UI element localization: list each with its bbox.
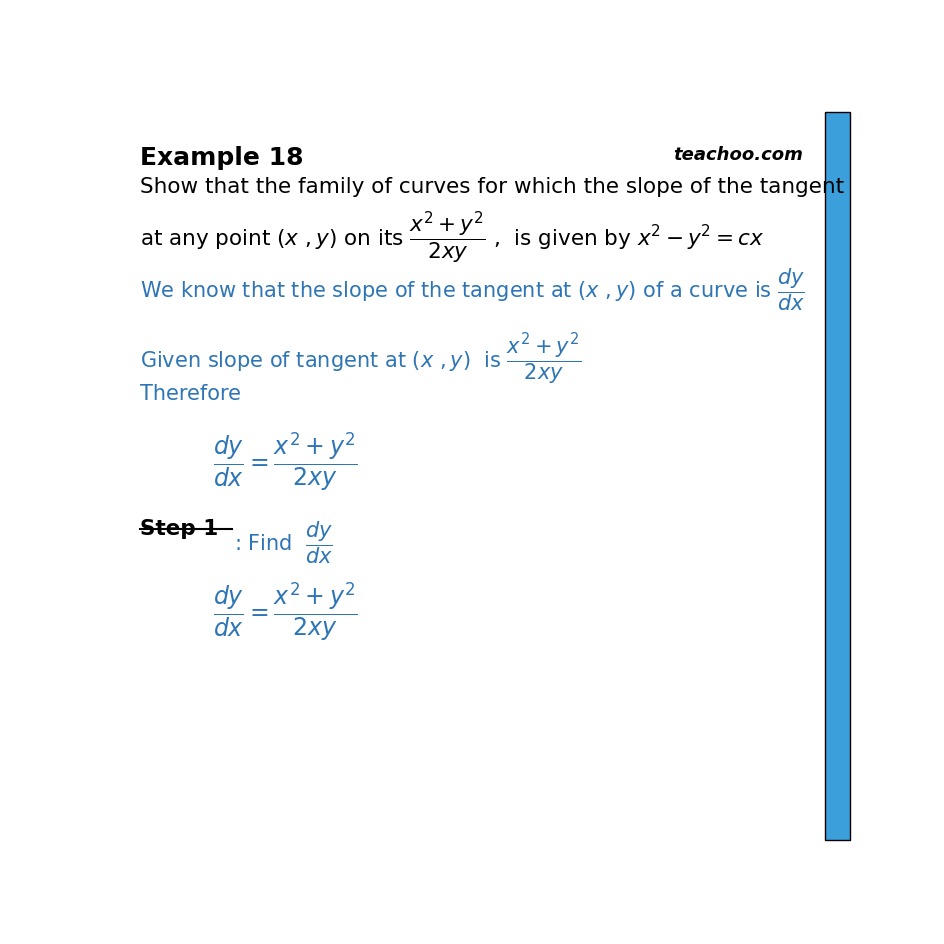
Text: $\dfrac{dy}{dx} = \dfrac{x^2 + y^2}{2xy}$: $\dfrac{dy}{dx} = \dfrac{x^2 + y^2}{2xy}… [213,430,358,492]
Text: at any point $(x\ ,y)$ on its $\dfrac{x^2+y^2}{2xy}$ ,  is given by $x^2 - y^2 =: at any point $(x\ ,y)$ on its $\dfrac{x^… [140,210,764,265]
Text: We know that the slope of the tangent at $(x\ ,y)$ of a curve is $\dfrac{dy}{dx}: We know that the slope of the tangent at… [140,266,804,312]
Text: Step 1: Step 1 [140,519,218,539]
Text: Show that the family of curves for which the slope of the tangent: Show that the family of curves for which… [140,177,843,197]
Text: teachoo.com: teachoo.com [672,146,802,164]
Text: Therefore: Therefore [140,383,241,404]
Text: : Find  $\dfrac{dy}{dx}$: : Find $\dfrac{dy}{dx}$ [233,519,332,565]
FancyBboxPatch shape [824,113,850,840]
Text: Given slope of tangent at $(x\ ,y)$  is $\dfrac{x^2 + y^2}{2xy}$: Given slope of tangent at $(x\ ,y)$ is $… [140,331,581,387]
Text: $\dfrac{dy}{dx} = \dfrac{x^2 +y^2}{2xy}$: $\dfrac{dy}{dx} = \dfrac{x^2 +y^2}{2xy}$ [213,580,358,643]
Text: Example 18: Example 18 [140,146,303,170]
